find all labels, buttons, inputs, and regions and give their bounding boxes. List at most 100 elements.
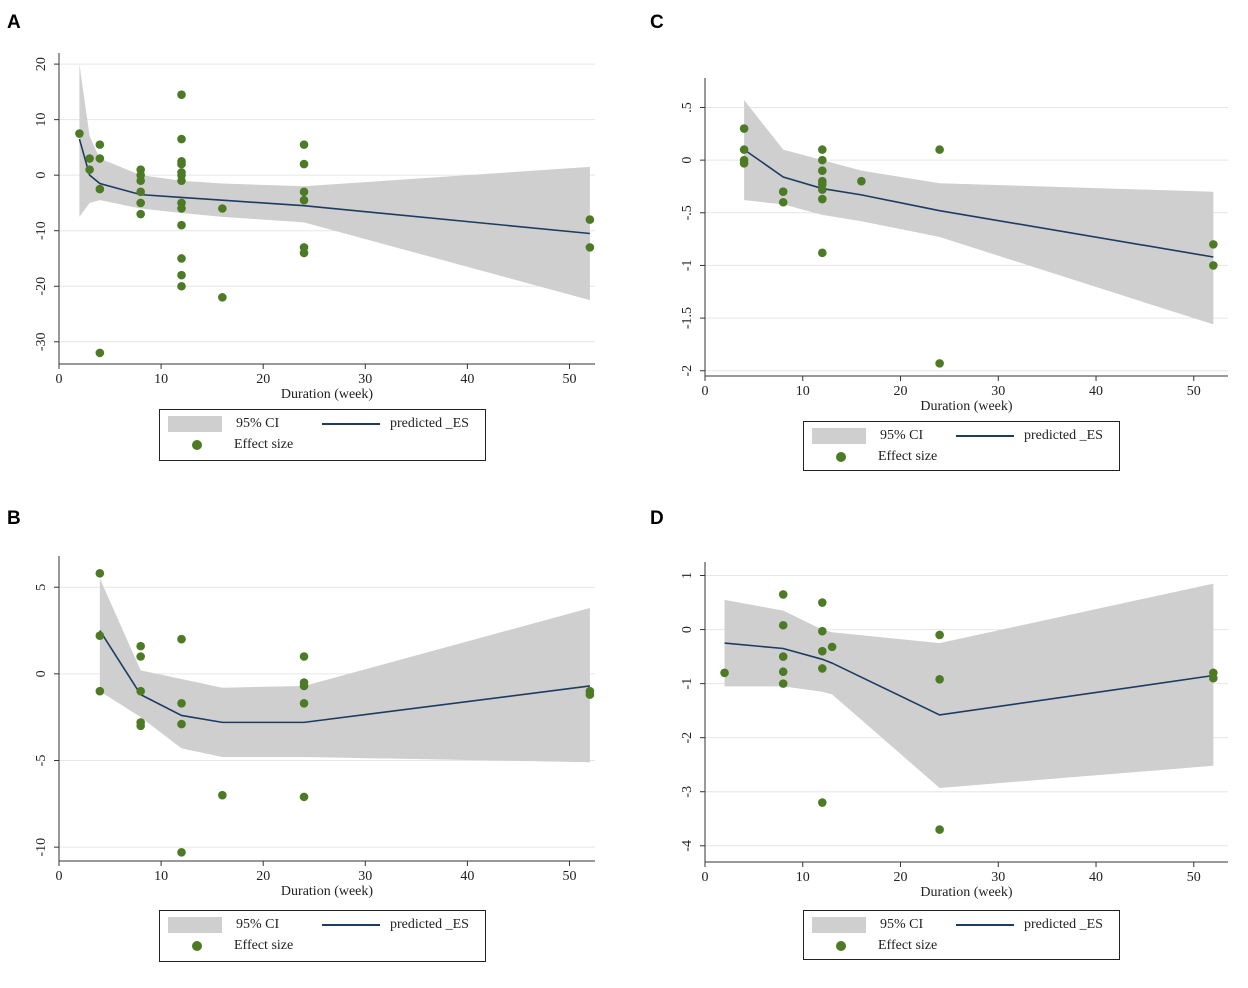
- data-point: [136, 686, 145, 696]
- legend-ci-label: 95% CI: [880, 428, 924, 443]
- ci-swatch: [168, 917, 222, 933]
- ci-swatch: [168, 416, 222, 432]
- y-tick-label: -30: [34, 332, 49, 351]
- data-point: [739, 158, 749, 168]
- x-axis-label: Duration (week): [281, 884, 373, 899]
- dot-swatch: [836, 452, 846, 462]
- x-tick-label: 30: [991, 870, 1005, 885]
- data-point: [818, 194, 827, 204]
- legend-pred: predicted _ES: [322, 416, 469, 432]
- data-point: [857, 176, 866, 186]
- data-point: [136, 652, 145, 661]
- ci-band: [99, 578, 590, 763]
- data-point: [177, 204, 186, 213]
- x-tick-label: 40: [460, 372, 474, 387]
- legend-es-label: Effect size: [234, 437, 294, 452]
- legend-pred: predicted _ES: [956, 917, 1103, 933]
- legend-pred-label: predicted _ES: [390, 917, 469, 932]
- y-tick-label: -10: [34, 838, 49, 857]
- data-point: [177, 281, 186, 291]
- data-point: [299, 195, 309, 205]
- data-point: [136, 198, 145, 208]
- legend-es: Effect size: [812, 938, 937, 954]
- x-tick-label: 10: [796, 384, 810, 399]
- x-tick-label: 10: [796, 870, 810, 885]
- legend: 95% CI predicted _ES Effect size: [159, 409, 486, 461]
- y-tick-label: -1.5: [680, 307, 695, 329]
- data-point: [177, 90, 186, 99]
- legend-es-label: Effect size: [878, 449, 938, 464]
- data-point: [827, 642, 837, 652]
- data-point: [95, 569, 105, 578]
- chart-a: 0 10 20 30 40 50 20 10 0 -10 -20 -30 Duration (week): [34, 53, 595, 402]
- dot-swatch: [836, 941, 846, 951]
- data-point: [95, 184, 105, 194]
- data-point: [778, 187, 788, 197]
- line-swatch: [956, 924, 1014, 926]
- x-tick-label: 50: [1187, 870, 1201, 885]
- legend-ci-label: 95% CI: [236, 917, 280, 932]
- data-point: [935, 630, 944, 640]
- data-point: [935, 825, 944, 834]
- data-point: [299, 140, 309, 149]
- ci-band: [724, 583, 1214, 788]
- data-point: [95, 154, 105, 163]
- data-point: [585, 215, 595, 224]
- x-tick-label: 40: [1089, 384, 1103, 399]
- x-tick-label: 50: [562, 869, 576, 884]
- x-tick-label: 40: [460, 869, 474, 884]
- predicted-line: [724, 642, 1214, 716]
- data-point: [177, 176, 186, 186]
- legend: 95% CI predicted _ES Effect size: [803, 421, 1120, 471]
- data-point: [177, 719, 186, 729]
- line-swatch: [322, 924, 380, 926]
- data-point: [818, 664, 827, 673]
- data-point: [299, 159, 309, 169]
- data-point: [778, 652, 788, 661]
- y-tick-label: 0: [680, 157, 695, 164]
- data-point: [778, 590, 788, 599]
- data-point: [177, 699, 186, 708]
- y-tick-label: 10: [34, 113, 49, 127]
- y-tick-label: -3: [680, 786, 695, 798]
- y-tick-label: -2: [680, 365, 695, 377]
- legend-es-label: Effect size: [234, 938, 294, 953]
- legend: 95% CI predicted _ES Effect size: [159, 910, 486, 962]
- panel-letter-b: B: [7, 508, 21, 529]
- y-tick-label: 0: [34, 670, 49, 677]
- x-tick-label: 10: [154, 869, 168, 884]
- data-point: [136, 641, 145, 651]
- y-tick-label: 0: [34, 172, 49, 179]
- legend-ci: 95% CI: [168, 917, 279, 933]
- data-point: [299, 652, 309, 661]
- x-tick-label: 50: [1187, 384, 1201, 399]
- data-point: [299, 792, 309, 802]
- data-point: [585, 243, 595, 252]
- ci-band: [744, 100, 1214, 325]
- predicted-line: [99, 630, 590, 724]
- ci-band: [79, 64, 590, 301]
- data-point: [935, 359, 944, 368]
- x-tick-label: 40: [1089, 870, 1103, 885]
- data-point: [177, 220, 186, 230]
- data-point: [818, 155, 827, 165]
- y-tick-label: -10: [34, 221, 49, 240]
- data-point: [818, 798, 827, 807]
- legend-ci-label: 95% CI: [880, 917, 924, 932]
- ci-swatch: [812, 917, 866, 933]
- x-tick-label: 0: [702, 384, 709, 399]
- data-point: [818, 185, 827, 194]
- dot-swatch: [192, 941, 202, 951]
- data-point: [299, 699, 309, 708]
- legend: 95% CI predicted _ES Effect size: [803, 910, 1120, 960]
- data-point: [778, 197, 788, 207]
- data-point: [1209, 673, 1218, 683]
- legend-ci: 95% CI: [812, 917, 923, 933]
- data-point: [1209, 261, 1218, 270]
- legend-ci: 95% CI: [812, 428, 923, 444]
- data-point: [585, 690, 595, 699]
- data-point: [720, 668, 729, 678]
- data-point: [177, 254, 186, 263]
- data-point: [299, 248, 309, 258]
